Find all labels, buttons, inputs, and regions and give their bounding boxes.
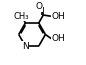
Text: OH: OH: [52, 12, 65, 21]
Text: O: O: [35, 2, 42, 11]
Text: N: N: [22, 42, 29, 51]
Text: CH₃: CH₃: [14, 12, 29, 21]
Text: OH: OH: [52, 34, 66, 43]
